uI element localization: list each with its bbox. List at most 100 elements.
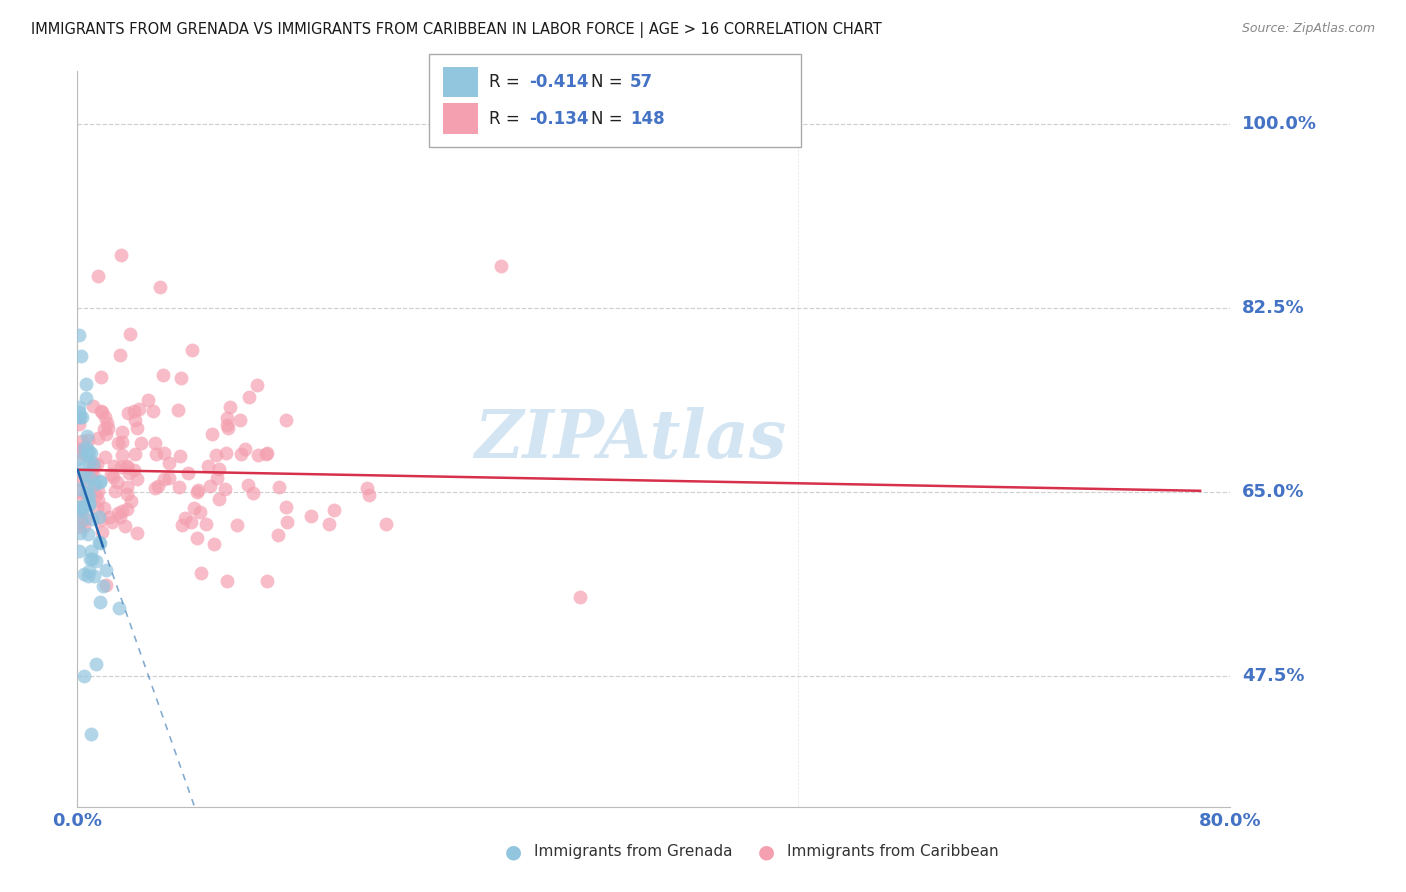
Point <box>87 492 110 507</box>
Point <box>77 454 100 468</box>
Point <box>190 566 212 580</box>
Point <box>256 574 278 589</box>
Point <box>77 526 100 541</box>
Point <box>104 483 127 498</box>
Text: 82.5%: 82.5% <box>1241 299 1305 317</box>
Point <box>229 412 252 426</box>
Point <box>143 481 166 495</box>
Point <box>170 518 193 533</box>
Text: Immigrants from Grenada: Immigrants from Grenada <box>534 845 733 859</box>
Point <box>218 400 240 414</box>
Point <box>374 516 396 531</box>
Point <box>79 481 101 495</box>
Point <box>67 405 90 419</box>
Point <box>238 478 260 492</box>
Point <box>82 457 104 471</box>
Point <box>177 467 200 481</box>
Point <box>101 515 124 529</box>
Point <box>107 506 129 520</box>
Text: 65.0%: 65.0% <box>1241 483 1305 501</box>
Point <box>149 280 172 294</box>
Point <box>108 509 131 524</box>
Point <box>173 510 195 524</box>
Point <box>89 595 111 609</box>
Point <box>80 445 103 459</box>
Point <box>256 446 278 460</box>
Point <box>225 517 247 532</box>
Point <box>70 503 93 517</box>
Point <box>111 425 134 439</box>
Point <box>86 501 108 516</box>
Point <box>76 486 98 500</box>
Text: R =: R = <box>489 73 526 91</box>
Point <box>127 421 149 435</box>
Point <box>110 248 132 262</box>
Point <box>73 467 96 481</box>
Point <box>318 517 340 532</box>
Point <box>76 448 98 462</box>
Point <box>115 458 138 473</box>
Point <box>94 410 117 425</box>
Point <box>200 479 222 493</box>
Point <box>214 482 236 496</box>
Point <box>122 463 145 477</box>
Point <box>94 578 117 592</box>
Point <box>157 456 180 470</box>
Point <box>120 494 142 508</box>
Point <box>204 448 226 462</box>
Point <box>80 726 103 740</box>
Point <box>107 601 129 615</box>
Point <box>97 421 120 435</box>
Point <box>82 467 104 482</box>
Point <box>77 565 100 579</box>
Point <box>153 446 176 460</box>
Point <box>117 406 139 420</box>
Point <box>69 410 91 425</box>
Point <box>115 460 138 475</box>
Point <box>202 537 225 551</box>
Point <box>69 500 91 514</box>
Point <box>242 486 264 500</box>
Point <box>208 461 231 475</box>
Point <box>183 501 205 516</box>
Point <box>86 457 108 471</box>
Point <box>169 371 191 385</box>
Point <box>122 404 145 418</box>
Point <box>82 455 104 469</box>
Point <box>72 434 94 448</box>
Text: N =: N = <box>591 110 627 128</box>
Point <box>70 472 93 486</box>
Point <box>67 519 90 533</box>
Point <box>136 393 159 408</box>
Point <box>98 509 121 524</box>
Point <box>67 410 90 425</box>
Point <box>79 551 101 566</box>
Point <box>83 458 105 473</box>
Point <box>90 513 112 527</box>
Point <box>323 503 346 517</box>
Point <box>110 460 132 475</box>
Point <box>76 429 98 443</box>
Point <box>231 446 253 460</box>
Point <box>114 519 136 533</box>
Point <box>131 435 153 450</box>
Point <box>89 510 111 524</box>
Point <box>77 569 100 583</box>
Point <box>69 514 91 528</box>
Point <box>128 402 150 417</box>
Point <box>76 486 98 500</box>
Point <box>67 417 90 431</box>
Point <box>76 478 98 492</box>
Text: ZIPAtlas: ZIPAtlas <box>475 407 787 472</box>
Point <box>153 472 176 486</box>
Point <box>276 516 298 530</box>
Point <box>84 657 107 671</box>
Point <box>125 525 148 540</box>
Point <box>267 528 290 542</box>
Point <box>217 574 239 589</box>
Point <box>201 426 224 441</box>
Point <box>359 488 381 502</box>
Point <box>80 544 103 558</box>
Point <box>217 421 239 435</box>
Point <box>73 519 96 533</box>
